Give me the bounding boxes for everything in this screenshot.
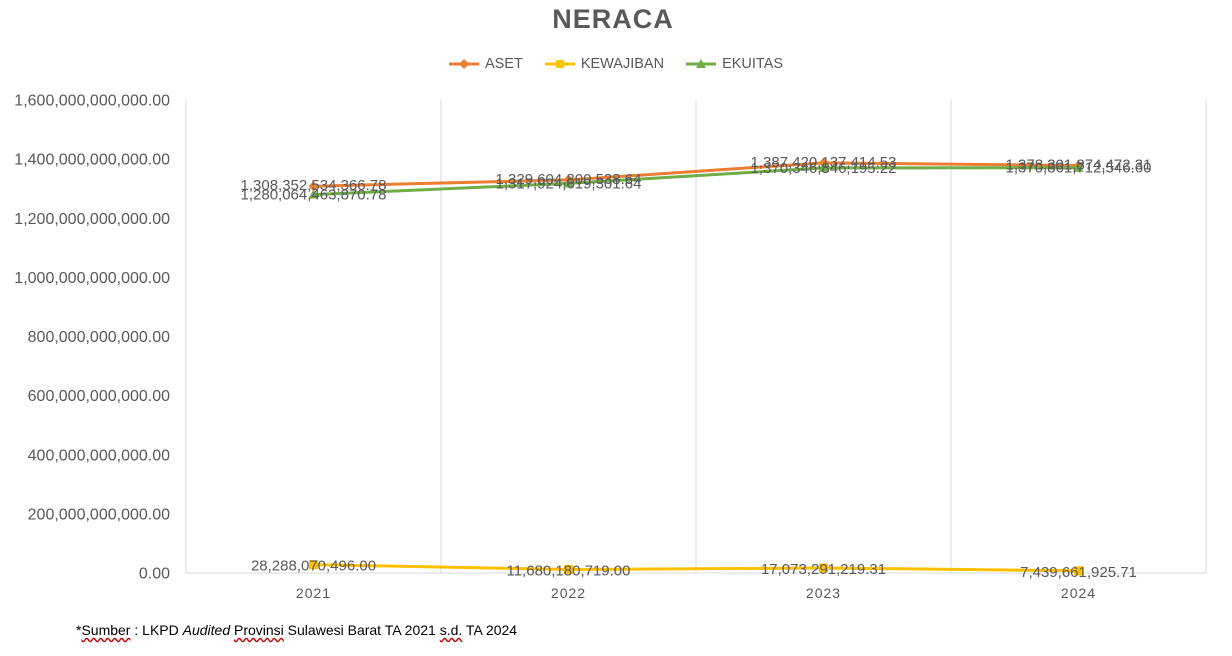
marker-kewajiban-2022 xyxy=(564,565,573,575)
data-label-kewajiban: 28,288,070,496.00 xyxy=(251,558,376,575)
marker-kewajiban-2023 xyxy=(819,563,828,573)
legend-label-ekuitas: EKUITAS xyxy=(722,56,784,72)
grid-lines xyxy=(185,100,1207,573)
marker-ekuitas-2022 xyxy=(563,177,574,188)
footnote-sd: s.d. xyxy=(439,622,463,638)
data-label-aset: 1,329,604,800,538.64 xyxy=(496,171,642,188)
data-label-ekuitas: 1,317,924,619,301.64 xyxy=(496,175,642,192)
data-label-kewajiban: 11,680,180,719.00 xyxy=(506,563,630,580)
x-tick-label: 2024 xyxy=(1061,585,1096,601)
legend: ASET KEWAJIBAN EKUITAS xyxy=(0,56,1232,72)
y-tick-label: 1,200,000,000,000.00 xyxy=(14,211,170,228)
data-label-ekuitas: 1,370,861,712,546.60 xyxy=(1006,160,1152,177)
series-line-ekuitas xyxy=(312,166,1080,197)
marker-kewajiban-2021 xyxy=(309,560,318,570)
marker-ekuitas-2021 xyxy=(308,189,319,199)
marker-ekuitas-2024 xyxy=(1073,162,1084,172)
footnote-colon: : LKPD xyxy=(130,622,183,638)
legend-item-kewajiban: KEWAJIBAN xyxy=(544,56,665,72)
footnote-sumber: Sumber xyxy=(81,622,131,638)
legend-ekuitas-triangle-icon xyxy=(686,59,717,68)
y-tick-label: 1,000,000,000,000.00 xyxy=(14,270,170,287)
source-footnote: *Sumber : LKPD Audited Provinsi Sulawesi… xyxy=(76,622,517,638)
data-label-kewajiban: 17,073,291,219.31 xyxy=(761,561,886,578)
data-labels: 1,308,352,534,366.78 1,329,604,800,538.64… xyxy=(241,154,1152,581)
footnote-prefix: * xyxy=(76,622,82,638)
legend-aset-diamond-icon xyxy=(448,59,479,69)
x-tick-label: 2021 xyxy=(296,585,331,601)
axes: 0.00 200,000,000,000.00 400,000,000,000.00… xyxy=(14,93,1206,601)
y-tick-label: 600,000,000,000.00 xyxy=(28,388,170,405)
y-tick-label: 1,600,000,000,000.00 xyxy=(14,93,170,110)
y-tick-label: 400,000,000,000.00 xyxy=(28,447,170,464)
data-label-ekuitas: 1,280,064,463,870.78 xyxy=(241,187,387,204)
legend-label-aset: ASET xyxy=(484,56,523,72)
footnote-provinsi: Provinsi xyxy=(234,622,284,638)
series-lines xyxy=(308,157,1084,576)
legend-item-ekuitas: EKUITAS xyxy=(686,56,783,72)
legend-kewajiban-square-icon xyxy=(544,60,575,68)
data-label-ekuitas: 1,370,346,846,195.22 xyxy=(751,160,897,177)
y-tick-label: 1,400,000,000,000.00 xyxy=(14,152,170,169)
footnote-middle: Sulawesi Barat TA 2021 xyxy=(283,622,440,638)
y-tick-label: 200,000,000,000.00 xyxy=(28,506,170,523)
data-label-aset: 1,378,301,874,472.31 xyxy=(1006,157,1152,174)
footnote-end: TA 2024 xyxy=(462,622,518,638)
x-tick-label: 2023 xyxy=(806,585,841,601)
chart-title: NERACA xyxy=(552,4,674,34)
series-line-aset xyxy=(312,161,1080,188)
y-tick-label: 800,000,000,000.00 xyxy=(28,329,170,346)
data-label-aset: 1,308,352,534,366.78 xyxy=(241,177,387,194)
y-tick-label: 0.00 xyxy=(139,566,170,583)
footnote-audited: Audited xyxy=(182,622,231,638)
marker-ekuitas-2023 xyxy=(818,162,829,172)
series-line-kewajiban xyxy=(312,563,1080,573)
legend-item-aset: ASET xyxy=(448,56,523,72)
marker-kewajiban-2024 xyxy=(1074,566,1083,576)
legend-label-kewajiban: KEWAJIBAN xyxy=(580,56,665,72)
marker-aset-2021 xyxy=(308,181,319,192)
data-label-aset: 1,387,420,137,414.53 xyxy=(751,154,897,171)
data-label-kewajiban: 7,439,661,925.71 xyxy=(1020,564,1137,581)
x-tick-label: 2022 xyxy=(551,585,586,601)
